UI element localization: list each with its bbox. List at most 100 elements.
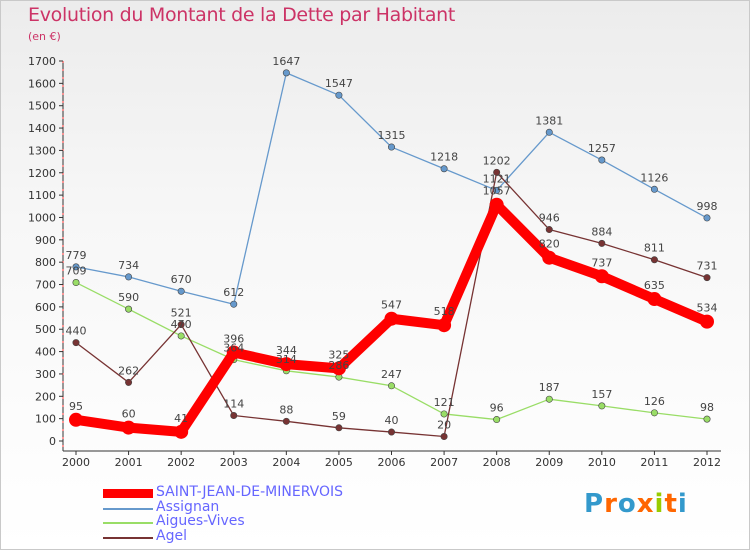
data-label: 779	[66, 249, 87, 262]
y-tick-label: 1100	[28, 189, 56, 202]
data-point	[125, 273, 133, 281]
data-label: 590	[118, 291, 139, 304]
logo-letter: x	[636, 489, 655, 519]
data-label: 126	[644, 395, 665, 408]
data-label: 41	[174, 412, 188, 425]
data-point	[335, 424, 343, 432]
data-label: 521	[171, 307, 192, 320]
chart-subtitle: (en €)	[28, 30, 61, 43]
data-label: 314	[276, 353, 297, 366]
y-tick-label: 700	[35, 279, 56, 292]
data-point	[440, 433, 448, 441]
data-label: 440	[66, 325, 87, 338]
data-label: 884	[591, 225, 612, 238]
y-tick-label: 1600	[28, 77, 56, 90]
data-label: 121	[434, 396, 455, 409]
data-point	[387, 382, 395, 390]
data-point	[230, 300, 238, 308]
logo-letter: P	[584, 489, 605, 519]
data-label: 247	[381, 368, 402, 381]
data-label: 998	[697, 200, 718, 213]
x-tick-label: 2011	[640, 456, 668, 469]
data-point	[230, 412, 238, 420]
data-point	[542, 250, 557, 265]
data-label: 262	[118, 364, 139, 377]
x-tick-label: 2006	[378, 456, 406, 469]
data-point	[437, 318, 452, 333]
data-label: 1126	[640, 171, 668, 184]
legend-swatch	[103, 507, 153, 510]
x-tick-label: 2005	[325, 456, 353, 469]
logo-letter: t	[664, 489, 678, 519]
logo-letter: i	[677, 489, 688, 519]
x-tick-label: 2003	[220, 456, 248, 469]
data-point	[440, 165, 448, 173]
legend-label: Assignan	[156, 498, 220, 515]
x-tick-label: 2008	[483, 456, 511, 469]
proxiti-logo: Proxiti	[584, 489, 688, 519]
data-label: 612	[223, 286, 244, 299]
data-label: 114	[223, 398, 244, 411]
logo-letter: o	[617, 489, 637, 519]
y-tick-label: 300	[35, 368, 56, 381]
data-point	[121, 420, 136, 435]
data-label: 635	[644, 279, 665, 292]
data-point	[282, 417, 290, 425]
legend-swatch	[103, 489, 153, 498]
data-point	[703, 274, 711, 282]
y-tick-label: 1700	[28, 55, 56, 68]
data-label: 709	[66, 265, 87, 278]
data-point	[650, 409, 658, 417]
series-line-1	[75, 72, 708, 305]
data-point	[226, 345, 241, 360]
x-tick-label: 2010	[588, 456, 616, 469]
legend-label: Agel	[156, 527, 187, 544]
chart-series	[69, 69, 714, 441]
data-label: 286	[328, 359, 349, 372]
data-point	[387, 143, 395, 151]
data-label: 1218	[430, 151, 458, 164]
data-point	[598, 156, 606, 164]
data-point	[493, 416, 501, 424]
data-point	[384, 311, 399, 326]
data-label: 731	[697, 260, 718, 273]
logo-letter: r	[604, 489, 618, 519]
x-tick-label: 2000	[62, 456, 90, 469]
data-label: 20	[437, 419, 451, 432]
data-point	[703, 415, 711, 423]
data-label: 1121	[483, 172, 511, 185]
data-point	[647, 292, 662, 307]
data-point	[700, 314, 714, 329]
data-label: 1257	[588, 142, 616, 155]
chart-title: Evolution du Montant de la Dette par Hab…	[28, 4, 456, 26]
legend-swatch	[103, 522, 153, 524]
data-label: 98	[700, 401, 714, 414]
y-tick-label: 1000	[28, 211, 56, 224]
y-tick-label: 1200	[28, 167, 56, 180]
data-label: 820	[539, 238, 560, 251]
data-point	[335, 91, 343, 99]
data-point	[177, 321, 185, 329]
legend-item: Agel	[103, 527, 403, 544]
y-tick-label: 600	[35, 301, 56, 314]
data-label: 325	[328, 348, 349, 361]
data-point	[387, 428, 395, 436]
data-label: 88	[279, 403, 293, 416]
data-point	[598, 239, 606, 247]
x-tick-label: 2007	[430, 456, 458, 469]
data-point	[703, 214, 711, 222]
data-point	[125, 378, 133, 386]
data-point	[545, 395, 553, 403]
data-label: 1057	[483, 185, 511, 198]
x-tick-label: 2012	[693, 456, 721, 469]
data-point	[72, 279, 80, 287]
legend-label: Aigues-Vives	[156, 513, 245, 529]
data-label: 59	[332, 410, 346, 423]
data-point	[650, 185, 658, 193]
data-point	[440, 410, 448, 418]
data-label: 734	[118, 259, 139, 272]
data-label: 534	[697, 302, 718, 315]
data-label: 1547	[325, 77, 353, 90]
y-tick-label: 400	[35, 346, 56, 359]
y-tick-label: 800	[35, 256, 56, 269]
